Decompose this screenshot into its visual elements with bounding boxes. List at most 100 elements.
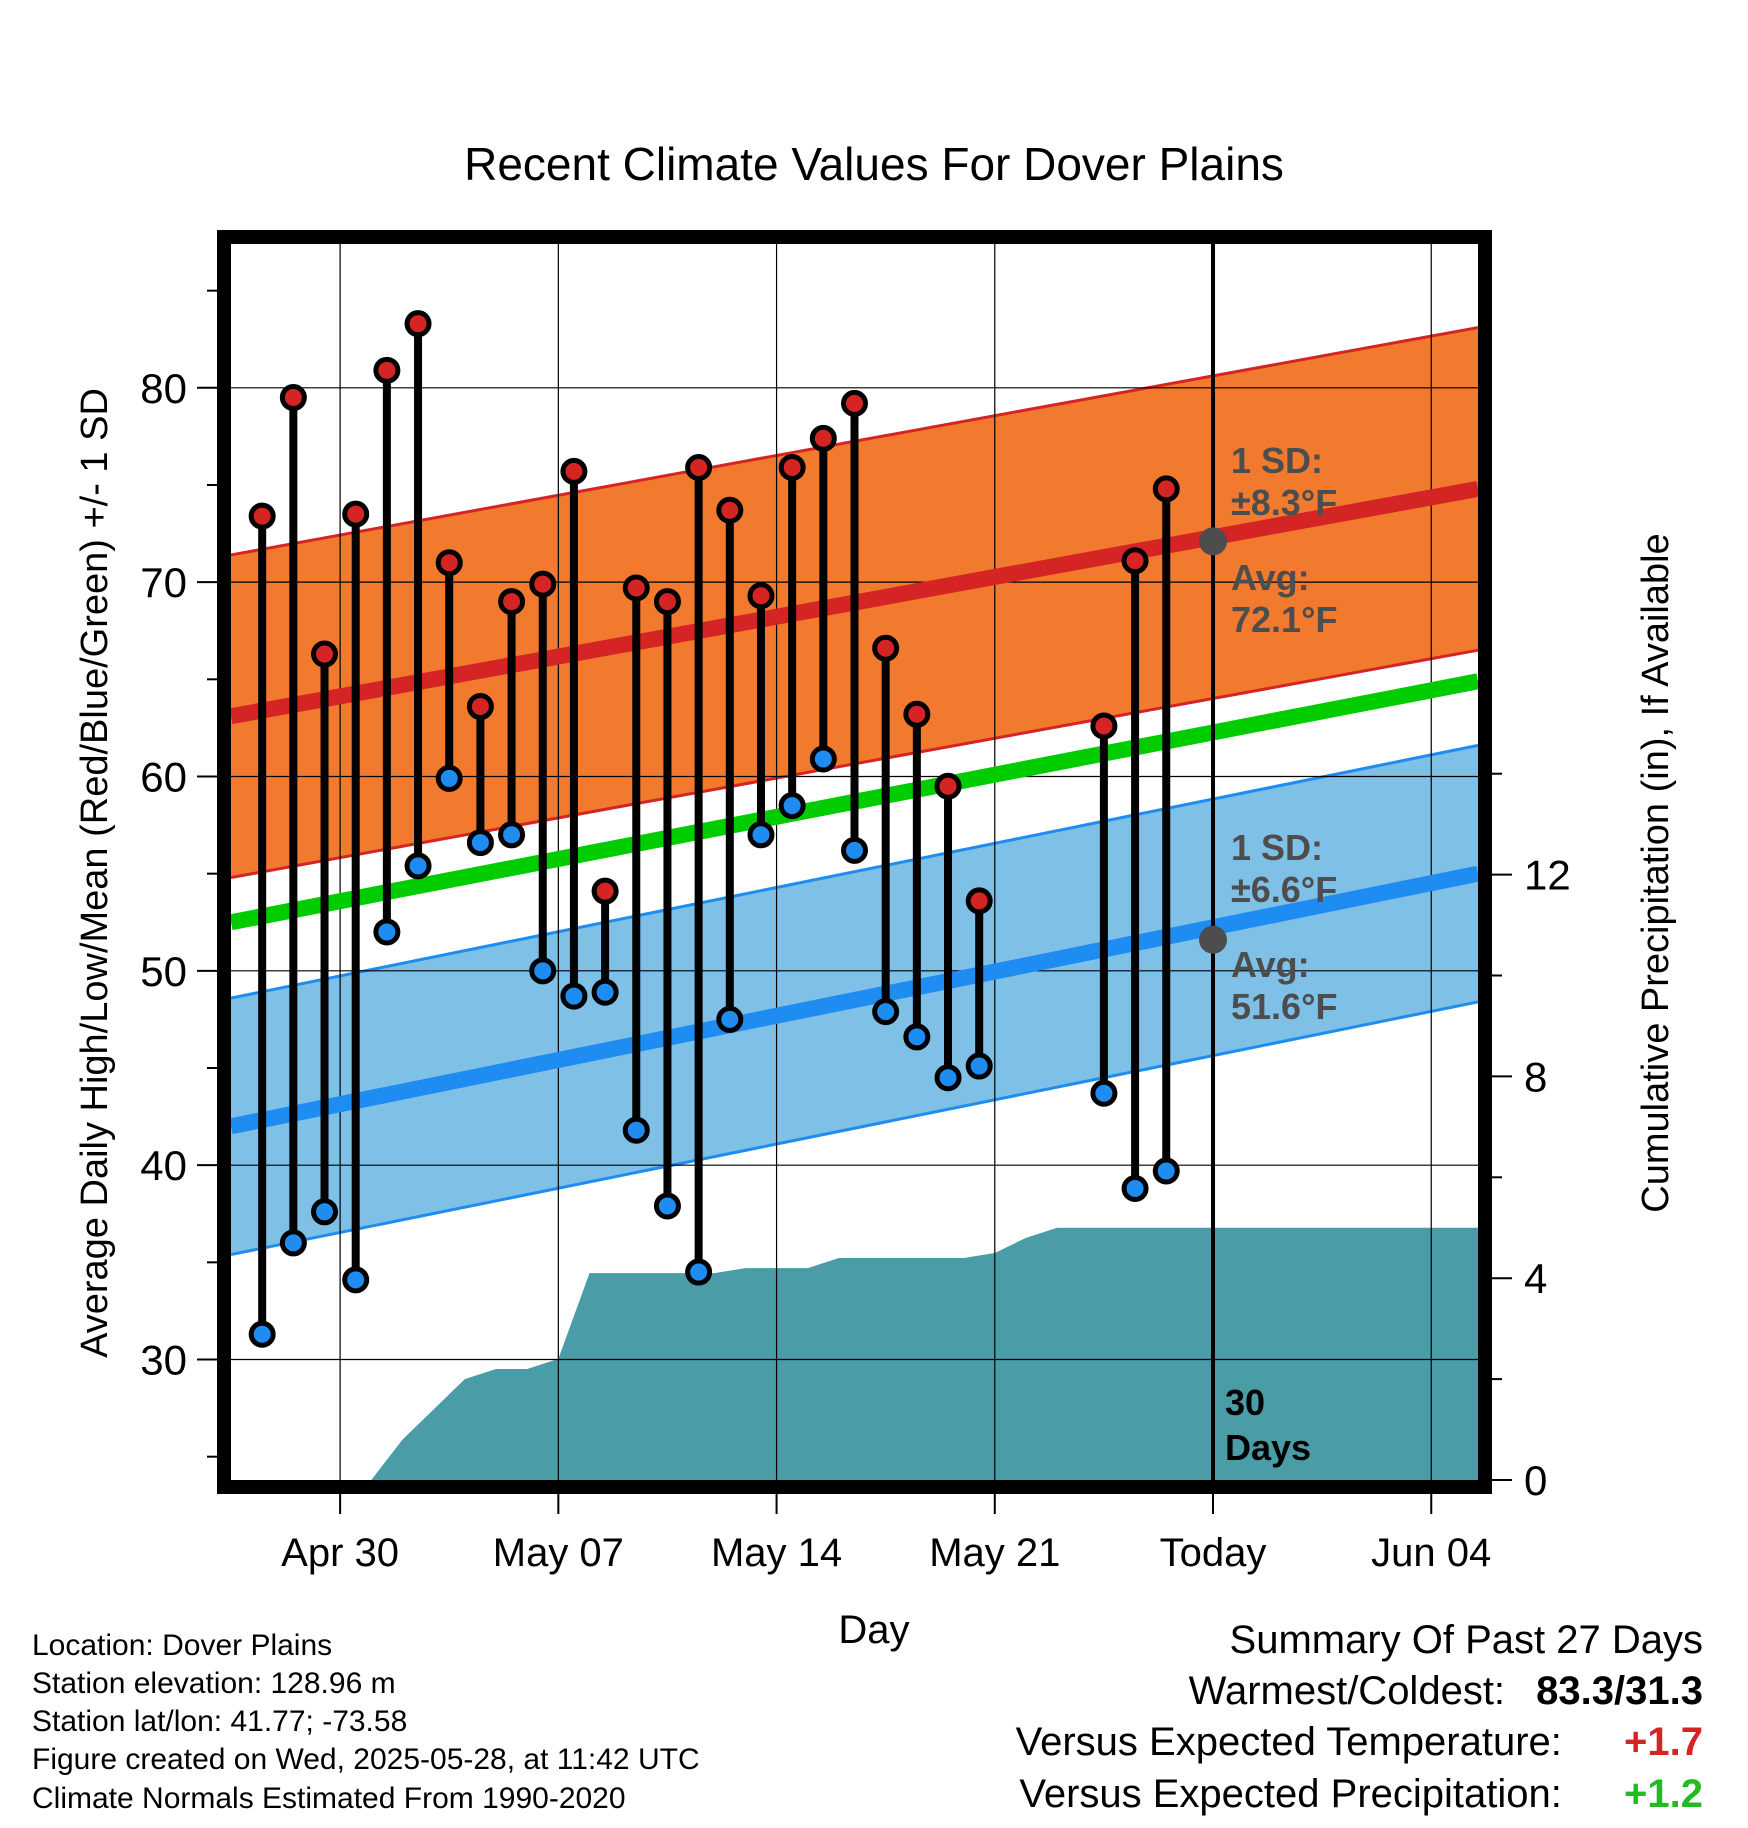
low-point — [311, 1198, 339, 1226]
high-point — [778, 453, 806, 481]
precip-label: Versus Expected Precipitation: — [1019, 1772, 1562, 1816]
today-high-avg-dot — [1199, 527, 1228, 556]
low-point — [279, 1229, 307, 1257]
low-point — [965, 1052, 993, 1080]
high-point — [841, 389, 868, 417]
x-tick-label: May 14 — [711, 1531, 842, 1575]
x-tick-label: Jun 04 — [1371, 1531, 1491, 1575]
high-point — [934, 772, 962, 800]
summary-title: Summary Of Past 27 Days — [1229, 1618, 1703, 1662]
info-latlon: Station lat/lon: 41.77; -73.58 — [32, 1705, 408, 1738]
precip-area — [371, 1227, 1479, 1480]
y-tick-label: 60 — [140, 753, 187, 800]
low-sd-value: ±6.6°F — [1231, 869, 1337, 910]
high-point — [248, 502, 276, 530]
high-point — [342, 500, 370, 528]
x-tick-label: Today — [1160, 1531, 1267, 1575]
high-point — [1121, 547, 1149, 575]
high-avg-label: Avg: — [1231, 557, 1310, 598]
summary-warm-cold: Warmest/Coldest: 83.3/31.3 — [1189, 1669, 1703, 1714]
y-tick-label: 80 — [140, 365, 187, 412]
x-tick-label: May 07 — [493, 1531, 624, 1575]
low-point — [1090, 1079, 1118, 1107]
days-word: Days — [1225, 1427, 1311, 1468]
chart-title: Recent Climate Values For Dover Plains — [464, 138, 1284, 190]
low-point — [404, 852, 432, 880]
low-point — [809, 745, 837, 773]
warm-cold-value: 83.3/31.3 — [1536, 1669, 1703, 1713]
high-point — [466, 693, 494, 721]
high-point — [622, 574, 650, 602]
high-point — [716, 496, 744, 524]
high-avg-value: 72.1°F — [1231, 599, 1337, 640]
high-point — [404, 310, 432, 338]
low-point — [653, 1192, 681, 1220]
low-sd-label: 1 SD: — [1231, 827, 1323, 868]
high-point — [529, 570, 557, 598]
high-point — [903, 700, 931, 728]
precip-value: +1.2 — [1624, 1772, 1703, 1816]
info-elevation: Station elevation: 128.96 m — [32, 1667, 396, 1700]
low-point — [498, 821, 526, 849]
high-point — [1090, 712, 1118, 740]
high-point — [435, 549, 463, 577]
y-tick-label: 50 — [140, 948, 187, 995]
low-point — [342, 1266, 370, 1294]
low-point — [373, 918, 401, 946]
low-point — [591, 978, 619, 1006]
temp-value: +1.7 — [1624, 1720, 1703, 1764]
y2-tick-label: 4 — [1524, 1255, 1547, 1302]
high-point — [809, 424, 837, 452]
low-point — [560, 982, 588, 1010]
y-axis-label: Average Daily High/Low/Mean (Red/Blue/Gr… — [74, 388, 116, 1358]
info-normals: Climate Normals Estimated From 1990-2020 — [32, 1782, 626, 1815]
high-sd-value: ±8.3°F — [1231, 482, 1337, 523]
low-avg-label: Avg: — [1231, 944, 1310, 985]
frame-border — [217, 230, 1492, 1494]
high-sd-label: 1 SD: — [1231, 440, 1323, 481]
y-tick-label: 70 — [140, 559, 187, 606]
x-tick-label: Apr 30 — [281, 1531, 399, 1575]
y2-tick-label: 12 — [1524, 852, 1571, 899]
x-axis-label: Day — [838, 1608, 909, 1652]
low-point — [716, 1005, 744, 1033]
summary-precip: Versus Expected Precipitation: +1.2 — [1019, 1772, 1703, 1817]
days-count: 30 — [1225, 1382, 1265, 1423]
y2-tick-label: 0 — [1524, 1457, 1547, 1504]
high-point — [373, 356, 401, 384]
info-created: Figure created on Wed, 2025-05-28, at 11… — [32, 1743, 700, 1776]
low-normal-lower-edge — [230, 1000, 1479, 1257]
y2-axis-label: Cumulative Precipitation (in), If Availa… — [1635, 533, 1677, 1212]
high-point — [1152, 475, 1180, 503]
low-point — [872, 998, 900, 1026]
high-point — [747, 582, 775, 610]
summary-temp: Versus Expected Temperature: +1.7 — [1016, 1720, 1703, 1765]
y-tick-label: 40 — [140, 1142, 187, 1189]
today-low-avg-dot — [1199, 925, 1228, 954]
x-tick-label: May 21 — [929, 1531, 1060, 1575]
high-point — [591, 877, 619, 905]
low-avg-value: 51.6°F — [1231, 986, 1337, 1027]
info-location: Location: Dover Plains — [32, 1629, 333, 1662]
precip-fill — [371, 1227, 1479, 1480]
low-point — [1152, 1157, 1180, 1185]
high-point — [279, 384, 307, 412]
low-point — [841, 836, 868, 864]
y-tick-label: 30 — [140, 1337, 187, 1384]
warm-cold-label: Warmest/Coldest: — [1188, 1669, 1506, 1713]
low-point — [934, 1064, 962, 1092]
low-point — [1121, 1174, 1149, 1202]
low-point — [248, 1320, 276, 1348]
high-point — [685, 453, 713, 481]
temp-label: Versus Expected Temperature: — [1015, 1720, 1562, 1764]
low-point — [435, 764, 463, 792]
high-point — [872, 634, 900, 662]
high-point — [498, 588, 526, 616]
plot-frame — [217, 230, 1492, 1494]
low-normal-upper-edge — [230, 743, 1479, 1000]
low-point — [529, 957, 557, 985]
high-point — [653, 588, 681, 616]
y2-tick-label: 8 — [1524, 1053, 1547, 1100]
low-point — [466, 829, 494, 857]
